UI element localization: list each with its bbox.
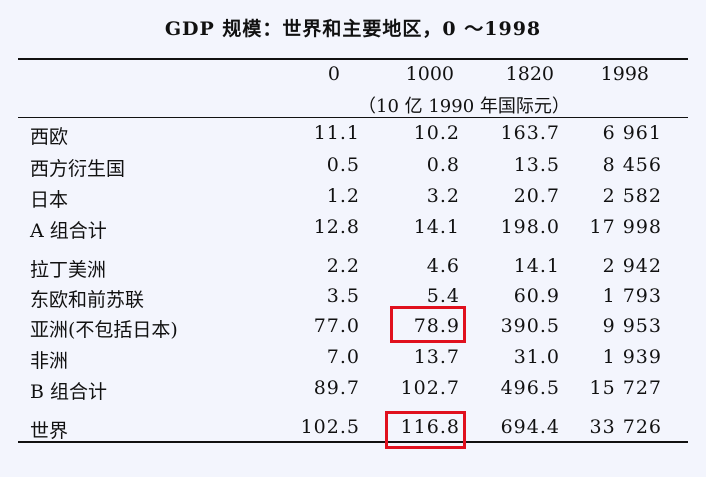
cell-year-0: 11.1 bbox=[313, 122, 360, 144]
cell-year-1998: 33 726 bbox=[589, 416, 662, 438]
cell-year-1000: 13.7 bbox=[413, 346, 460, 368]
table-row: 西方衍生国 0.5 0.8 13.5 8 456 bbox=[0, 154, 706, 182]
cell-year-1998: 1 939 bbox=[602, 346, 662, 368]
cell-year-1820: 694.4 bbox=[500, 416, 560, 438]
column-header-0: 0 bbox=[327, 63, 340, 85]
cell-year-1000: 102.7 bbox=[400, 377, 460, 399]
table-row: 东欧和前苏联 3.5 5.4 60.9 1 793 bbox=[0, 285, 706, 313]
cell-year-0: 89.7 bbox=[313, 377, 360, 399]
row-label: 亚洲(不包括日本) bbox=[30, 319, 178, 341]
cell-year-1000: 14.1 bbox=[413, 216, 460, 238]
cell-year-1820: 60.9 bbox=[513, 285, 560, 307]
unit-label: （10 亿 1990 年国际元） bbox=[358, 96, 570, 117]
table-row: 拉丁美洲 2.2 4.6 14.1 2 942 bbox=[0, 255, 706, 283]
cell-year-1998: 15 727 bbox=[589, 377, 662, 399]
table-row: 西欧 11.1 10.2 163.7 6 961 bbox=[0, 122, 706, 150]
cell-year-1820: 390.5 bbox=[500, 315, 560, 337]
cell-year-0: 12.8 bbox=[313, 216, 360, 238]
cell-year-1000: 3.2 bbox=[426, 185, 460, 207]
cell-year-1820: 13.5 bbox=[513, 154, 560, 176]
cell-year-1000: 0.8 bbox=[426, 154, 460, 176]
cell-year-1998: 8 456 bbox=[602, 154, 662, 176]
cell-year-0: 2.2 bbox=[326, 255, 360, 277]
row-label: 日本 bbox=[30, 189, 69, 211]
header-rule bbox=[18, 117, 688, 118]
cell-year-1000: 116.8 bbox=[400, 416, 460, 438]
cell-year-1998: 2 582 bbox=[602, 185, 662, 207]
top-rule bbox=[18, 58, 688, 60]
cell-year-1000: 5.4 bbox=[426, 285, 460, 307]
table-row: B 组合计 89.7 102.7 496.5 15 727 bbox=[0, 377, 706, 405]
column-header-1998: 1998 bbox=[600, 63, 649, 85]
bottom-rule bbox=[18, 441, 688, 443]
table-row: 亚洲(不包括日本) 77.0 78.9 390.5 9 953 bbox=[0, 315, 706, 343]
table-row: A 组合计 12.8 14.1 198.0 17 998 bbox=[0, 216, 706, 244]
cell-year-1820: 496.5 bbox=[500, 377, 560, 399]
cell-year-0: 102.5 bbox=[300, 416, 360, 438]
cell-year-0: 3.5 bbox=[326, 285, 360, 307]
table-row: 日本 1.2 3.2 20.7 2 582 bbox=[0, 185, 706, 213]
cell-year-1820: 20.7 bbox=[513, 185, 560, 207]
cell-year-1998: 2 942 bbox=[602, 255, 662, 277]
row-label: B 组合计 bbox=[30, 381, 108, 403]
cell-year-1998: 9 953 bbox=[602, 315, 662, 337]
cell-year-1820: 14.1 bbox=[513, 255, 560, 277]
cell-year-0: 1.2 bbox=[326, 185, 360, 207]
cell-year-1998: 17 998 bbox=[589, 216, 662, 238]
cell-year-1820: 163.7 bbox=[500, 122, 560, 144]
cell-year-1998: 6 961 bbox=[602, 122, 662, 144]
cell-year-1998: 1 793 bbox=[602, 285, 662, 307]
row-label: 东欧和前苏联 bbox=[30, 289, 145, 311]
column-header-1000: 1000 bbox=[405, 63, 454, 85]
highlight-box-world-1000 bbox=[385, 411, 466, 449]
row-label: 非洲 bbox=[30, 350, 69, 372]
cell-year-1820: 31.0 bbox=[513, 346, 560, 368]
table-row: 世界 102.5 116.8 694.4 33 726 bbox=[0, 416, 706, 444]
cell-year-1820: 198.0 bbox=[500, 216, 560, 238]
row-label: 拉丁美洲 bbox=[30, 259, 107, 281]
table-row: 非洲 7.0 13.7 31.0 1 939 bbox=[0, 346, 706, 374]
row-label: A 组合计 bbox=[30, 220, 107, 242]
column-header-1820: 1820 bbox=[505, 63, 554, 85]
highlight-box-asia-1000 bbox=[390, 306, 466, 343]
table-title: GDP 规模：世界和主要地区，0 ～1998 bbox=[164, 18, 542, 40]
cell-year-1000: 10.2 bbox=[413, 122, 460, 144]
cell-year-0: 77.0 bbox=[313, 315, 360, 337]
row-label: 西方衍生国 bbox=[30, 158, 126, 180]
row-label: 西欧 bbox=[30, 126, 69, 148]
cell-year-1000: 4.6 bbox=[426, 255, 460, 277]
row-label: 世界 bbox=[30, 420, 69, 442]
cell-year-0: 0.5 bbox=[326, 154, 360, 176]
cell-year-0: 7.0 bbox=[326, 346, 360, 368]
cell-year-1000: 78.9 bbox=[413, 315, 460, 337]
